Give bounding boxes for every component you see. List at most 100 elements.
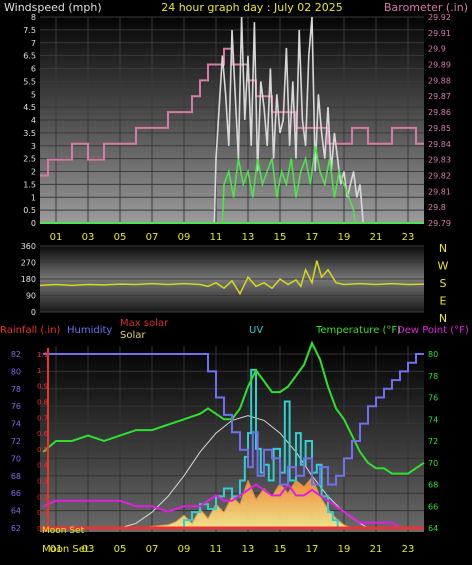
legend-uv: UV — [249, 325, 263, 336]
moon-set-annotation-top: Moon Set — [42, 526, 85, 536]
humidity-tick-label: 70 — [11, 454, 21, 463]
multi-x-tick-label: 21 — [370, 544, 383, 555]
series-temperature — [42, 340, 425, 475]
windspeed-tick-label: 0 — [31, 219, 36, 228]
temperature-tick-label: 68 — [428, 481, 438, 490]
top-x-tick-label: 19 — [338, 232, 351, 243]
legend-solar: Solar — [120, 330, 146, 341]
rainfall-tick-label: 0 — [37, 525, 41, 533]
humidity-tick-label: 80 — [11, 367, 21, 376]
barometer-tick-label: 29.9 — [428, 45, 446, 54]
series-humidity — [43, 353, 424, 486]
top-x-tick-label: 15 — [274, 232, 287, 243]
moon-set-annotation-bottom: Moon Set — [42, 544, 89, 555]
windspeed-tick-label: 0.5 — [23, 206, 36, 215]
multi-x-tick-label: 15 — [274, 544, 287, 555]
top-x-tick-label: 21 — [370, 232, 383, 243]
legend-temperature-f: Temperature (°F) — [315, 325, 401, 336]
temperature-tick-label: 70 — [428, 459, 438, 468]
multi-x-tick-label: 01 — [50, 544, 63, 555]
humidity-tick-label: 68 — [11, 472, 21, 481]
top-x-tick-label: 05 — [114, 232, 127, 243]
humidity-tick-label: 74 — [11, 420, 21, 429]
windspeed-tick-label: 8 — [31, 13, 36, 22]
legend-humidity: Humidity — [67, 325, 112, 336]
direction-tick-label: 270 — [21, 259, 36, 268]
windspeed-tick-label: 6 — [31, 65, 36, 74]
barometer-tick-label: 29.87 — [428, 92, 451, 101]
direction-tick-label: 90 — [26, 292, 36, 301]
barometer-tick-label: 29.92 — [428, 13, 451, 22]
compass-label: E — [440, 295, 447, 308]
top-x-tick-label: 03 — [82, 232, 95, 243]
rainfall-tick-label: 0.9 — [37, 383, 48, 391]
multi-x-tick-label: 19 — [338, 544, 351, 555]
humidity-tick-label: 64 — [11, 507, 21, 516]
humidity-tick-label: 62 — [11, 524, 21, 533]
humidity-tick-label: 82 — [11, 350, 21, 359]
rainfall-tick-label: 0.5 — [37, 446, 48, 454]
legend-max-solar: Max solar — [120, 318, 169, 329]
series-solar — [143, 476, 353, 529]
multi-x-tick-label: 07 — [146, 544, 159, 555]
series-dew-point — [42, 482, 424, 529]
barometer-tick-label: 29.8 — [428, 203, 446, 212]
top-x-tick-label: 07 — [146, 232, 159, 243]
compass-label: S — [440, 277, 447, 290]
top-x-tick-label: 13 — [242, 232, 255, 243]
temperature-tick-label: 78 — [428, 372, 438, 381]
compass-label: N — [439, 312, 447, 325]
multi-x-tick-label: 23 — [402, 544, 415, 555]
temperature-tick-label: 72 — [428, 437, 438, 446]
rainfall-tick-label: 0.8 — [37, 398, 48, 406]
compass-label: N — [439, 242, 447, 255]
windspeed-tick-label: 4 — [31, 116, 36, 125]
windspeed-tick-label: 1 — [31, 193, 36, 202]
multi-x-tick-label: 09 — [178, 544, 191, 555]
series-max-solar — [119, 415, 369, 529]
windspeed-tick-label: 2.5 — [23, 155, 36, 164]
rainfall-tick-label: 1.1 — [37, 351, 48, 359]
multi-x-tick-label: 03 — [82, 544, 95, 555]
humidity-tick-label: 72 — [11, 437, 21, 446]
humidity-tick-label: 66 — [11, 489, 21, 498]
barometer-tick-label: 29.81 — [428, 187, 451, 196]
barometer-tick-label: 29.79 — [428, 219, 451, 228]
rainfall-tick-label: 1 — [37, 367, 41, 375]
windspeed-tick-label: 6.5 — [23, 52, 36, 61]
top-chart-title: 24 hour graph day : July 02 2025 — [161, 1, 343, 14]
series-wind-gust — [213, 16, 364, 224]
windspeed-tick-label: 2 — [31, 168, 36, 177]
barometer-tick-label: 29.88 — [428, 76, 451, 85]
windspeed-tick-label: 5 — [31, 90, 36, 99]
series-wind-direction — [39, 260, 425, 296]
legend-dew-point-f: Dew Point (°F) — [397, 325, 469, 336]
compass-label: W — [438, 260, 449, 273]
temperature-tick-label: 80 — [428, 350, 438, 359]
windspeed-tick-label: 4.5 — [23, 103, 36, 112]
top-x-tick-label: 09 — [178, 232, 191, 243]
windspeed-tick-label: 7 — [31, 39, 36, 48]
humidity-tick-label: 78 — [11, 385, 21, 394]
temperature-tick-label: 64 — [428, 524, 438, 533]
barometer-tick-label: 29.85 — [428, 124, 451, 133]
top-x-tick-label: 17 — [306, 232, 319, 243]
windspeed-tick-label: 1.5 — [23, 180, 36, 189]
temperature-tick-label: 76 — [428, 394, 438, 403]
windspeed-tick-label: 7.5 — [23, 26, 36, 35]
multi-x-tick-label: 17 — [306, 544, 319, 555]
multi-x-tick-label: 11 — [210, 544, 223, 555]
windspeed-tick-label: 5.5 — [23, 77, 36, 86]
temperature-tick-label: 74 — [428, 415, 438, 424]
humidity-tick-label: 76 — [11, 402, 21, 411]
direction-tick-label: 360 — [21, 242, 36, 251]
rainfall-tick-label: 0.4 — [37, 462, 49, 470]
barometer-tick-label: 29.86 — [428, 108, 451, 117]
barometer-tick-label: 29.83 — [428, 156, 451, 165]
direction-tick-label: 0 — [31, 308, 36, 317]
top-x-tick-label: 11 — [210, 232, 223, 243]
windspeed-axis-label: Windspeed (mph) — [4, 1, 102, 14]
windspeed-tick-label: 3 — [31, 142, 36, 151]
